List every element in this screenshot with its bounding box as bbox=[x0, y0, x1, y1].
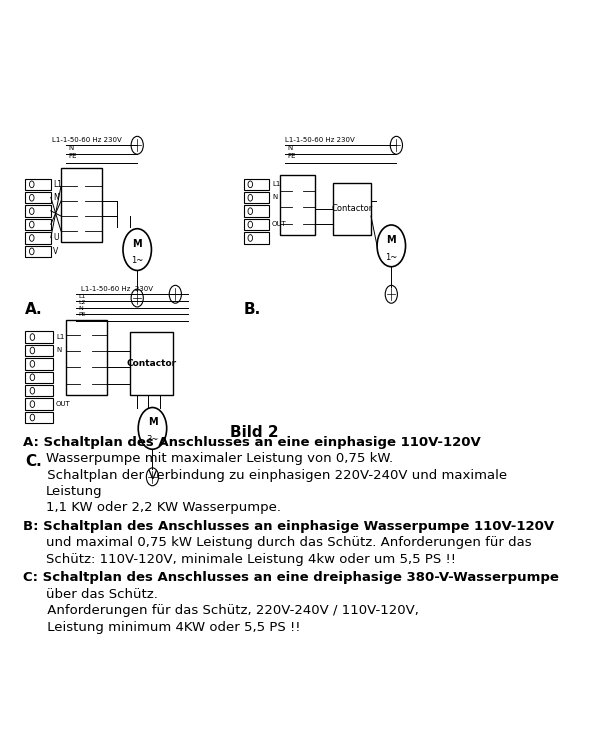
Text: 1~: 1~ bbox=[385, 253, 397, 261]
Text: N: N bbox=[68, 145, 74, 151]
Circle shape bbox=[385, 285, 397, 303]
Text: N: N bbox=[287, 145, 292, 151]
Circle shape bbox=[131, 289, 143, 307]
Circle shape bbox=[390, 136, 403, 154]
Text: PE: PE bbox=[287, 153, 296, 159]
Circle shape bbox=[248, 208, 253, 215]
Circle shape bbox=[30, 414, 35, 421]
Circle shape bbox=[29, 235, 34, 241]
Circle shape bbox=[248, 235, 253, 241]
Circle shape bbox=[29, 194, 34, 201]
Circle shape bbox=[377, 225, 406, 267]
Bar bbox=[25, 399, 53, 410]
Text: V: V bbox=[53, 247, 59, 256]
Text: L1-1-50-60 Hz 230V: L1-1-50-60 Hz 230V bbox=[285, 136, 355, 142]
Bar bbox=[130, 332, 173, 395]
Bar bbox=[25, 232, 51, 244]
Circle shape bbox=[123, 229, 151, 270]
Text: PE: PE bbox=[79, 312, 86, 317]
Text: B.: B. bbox=[244, 302, 261, 317]
Circle shape bbox=[248, 221, 253, 228]
Circle shape bbox=[138, 408, 167, 449]
Text: PE: PE bbox=[68, 153, 77, 159]
Circle shape bbox=[30, 374, 35, 381]
Bar bbox=[25, 179, 51, 190]
Circle shape bbox=[29, 208, 34, 215]
Text: L1: L1 bbox=[79, 294, 86, 299]
Text: OUT: OUT bbox=[56, 401, 71, 407]
Text: L1-1-50-60 Hz 230V: L1-1-50-60 Hz 230V bbox=[52, 136, 121, 142]
Circle shape bbox=[29, 181, 34, 188]
Text: Bild 2: Bild 2 bbox=[230, 425, 278, 440]
Text: Leistung minimum 4KW oder 5,5 PS !!: Leistung minimum 4KW oder 5,5 PS !! bbox=[43, 621, 301, 633]
Circle shape bbox=[30, 361, 35, 367]
Text: 3~: 3~ bbox=[146, 435, 158, 444]
Bar bbox=[61, 168, 101, 242]
Bar bbox=[333, 183, 371, 235]
Circle shape bbox=[248, 181, 253, 188]
Text: Wasserpumpe mit maximaler Leistung von 0,75 kW.: Wasserpumpe mit maximaler Leistung von 0… bbox=[46, 452, 393, 465]
Text: 1,1 KW oder 2,2 KW Wasserpumpe.: 1,1 KW oder 2,2 KW Wasserpumpe. bbox=[46, 501, 281, 514]
Text: L2: L2 bbox=[79, 300, 86, 305]
Text: L1: L1 bbox=[56, 334, 64, 340]
Text: B: Schaltplan des Anschlusses an einphasige Wasserpumpe 110V-120V: B: Schaltplan des Anschlusses an einphas… bbox=[23, 520, 554, 533]
Circle shape bbox=[146, 468, 158, 486]
Circle shape bbox=[248, 194, 253, 201]
Text: C.: C. bbox=[25, 454, 42, 469]
Text: L1: L1 bbox=[53, 180, 62, 188]
Text: N: N bbox=[53, 193, 59, 202]
Text: 1~: 1~ bbox=[131, 256, 143, 265]
Text: und maximal 0,75 kW Leistung durch das Schütz. Anforderungen für das: und maximal 0,75 kW Leistung durch das S… bbox=[46, 536, 532, 549]
Circle shape bbox=[169, 285, 181, 303]
Circle shape bbox=[29, 221, 34, 228]
Text: L1-1-50-60 Hz  230V: L1-1-50-60 Hz 230V bbox=[81, 285, 153, 291]
Circle shape bbox=[30, 387, 35, 394]
Text: M: M bbox=[133, 238, 142, 249]
Circle shape bbox=[30, 347, 35, 354]
Text: M: M bbox=[386, 235, 396, 245]
Bar bbox=[25, 219, 51, 230]
Text: Contactor: Contactor bbox=[331, 204, 373, 213]
Text: L1: L1 bbox=[272, 181, 280, 187]
Bar bbox=[25, 246, 51, 257]
Bar bbox=[25, 192, 51, 203]
Text: Leistung: Leistung bbox=[46, 485, 103, 498]
Text: Contactor: Contactor bbox=[126, 358, 176, 368]
Bar bbox=[244, 179, 269, 190]
Circle shape bbox=[29, 248, 34, 255]
Text: N: N bbox=[79, 306, 83, 311]
Text: Schaltplan der Verbindung zu einphasigen 220V-240V und maximale: Schaltplan der Verbindung zu einphasigen… bbox=[43, 469, 508, 481]
Bar bbox=[244, 219, 269, 230]
Bar bbox=[25, 332, 53, 343]
Text: A: Schaltplan des Anschlusses an eine einphasige 110V-120V: A: Schaltplan des Anschlusses an eine ei… bbox=[23, 436, 481, 448]
Text: über das Schütz.: über das Schütz. bbox=[46, 588, 158, 600]
Text: N: N bbox=[272, 194, 277, 200]
Text: Anforderungen für das Schütz, 220V-240V / 110V-120V,: Anforderungen für das Schütz, 220V-240V … bbox=[43, 604, 419, 617]
Bar bbox=[25, 206, 51, 217]
Bar bbox=[244, 232, 269, 244]
Bar bbox=[280, 175, 315, 235]
Circle shape bbox=[30, 334, 35, 340]
Circle shape bbox=[131, 136, 143, 154]
Text: M: M bbox=[148, 417, 157, 428]
Bar bbox=[25, 412, 53, 423]
Bar bbox=[244, 206, 269, 217]
Text: A.: A. bbox=[25, 302, 43, 317]
Text: U: U bbox=[53, 233, 59, 242]
Bar bbox=[244, 192, 269, 203]
Text: Schütz: 110V-120V, minimale Leistung 4kw oder um 5,5 PS !!: Schütz: 110V-120V, minimale Leistung 4kw… bbox=[46, 553, 456, 565]
Bar bbox=[25, 345, 53, 356]
Circle shape bbox=[30, 401, 35, 408]
Bar bbox=[66, 320, 107, 395]
Text: N: N bbox=[56, 347, 61, 353]
Text: C: Schaltplan des Anschlusses an eine dreiphasige 380-V-Wasserpumpe: C: Schaltplan des Anschlusses an eine dr… bbox=[23, 571, 559, 584]
Text: OUT: OUT bbox=[272, 221, 287, 227]
Bar bbox=[25, 385, 53, 396]
Bar bbox=[25, 358, 53, 370]
Bar bbox=[25, 372, 53, 383]
